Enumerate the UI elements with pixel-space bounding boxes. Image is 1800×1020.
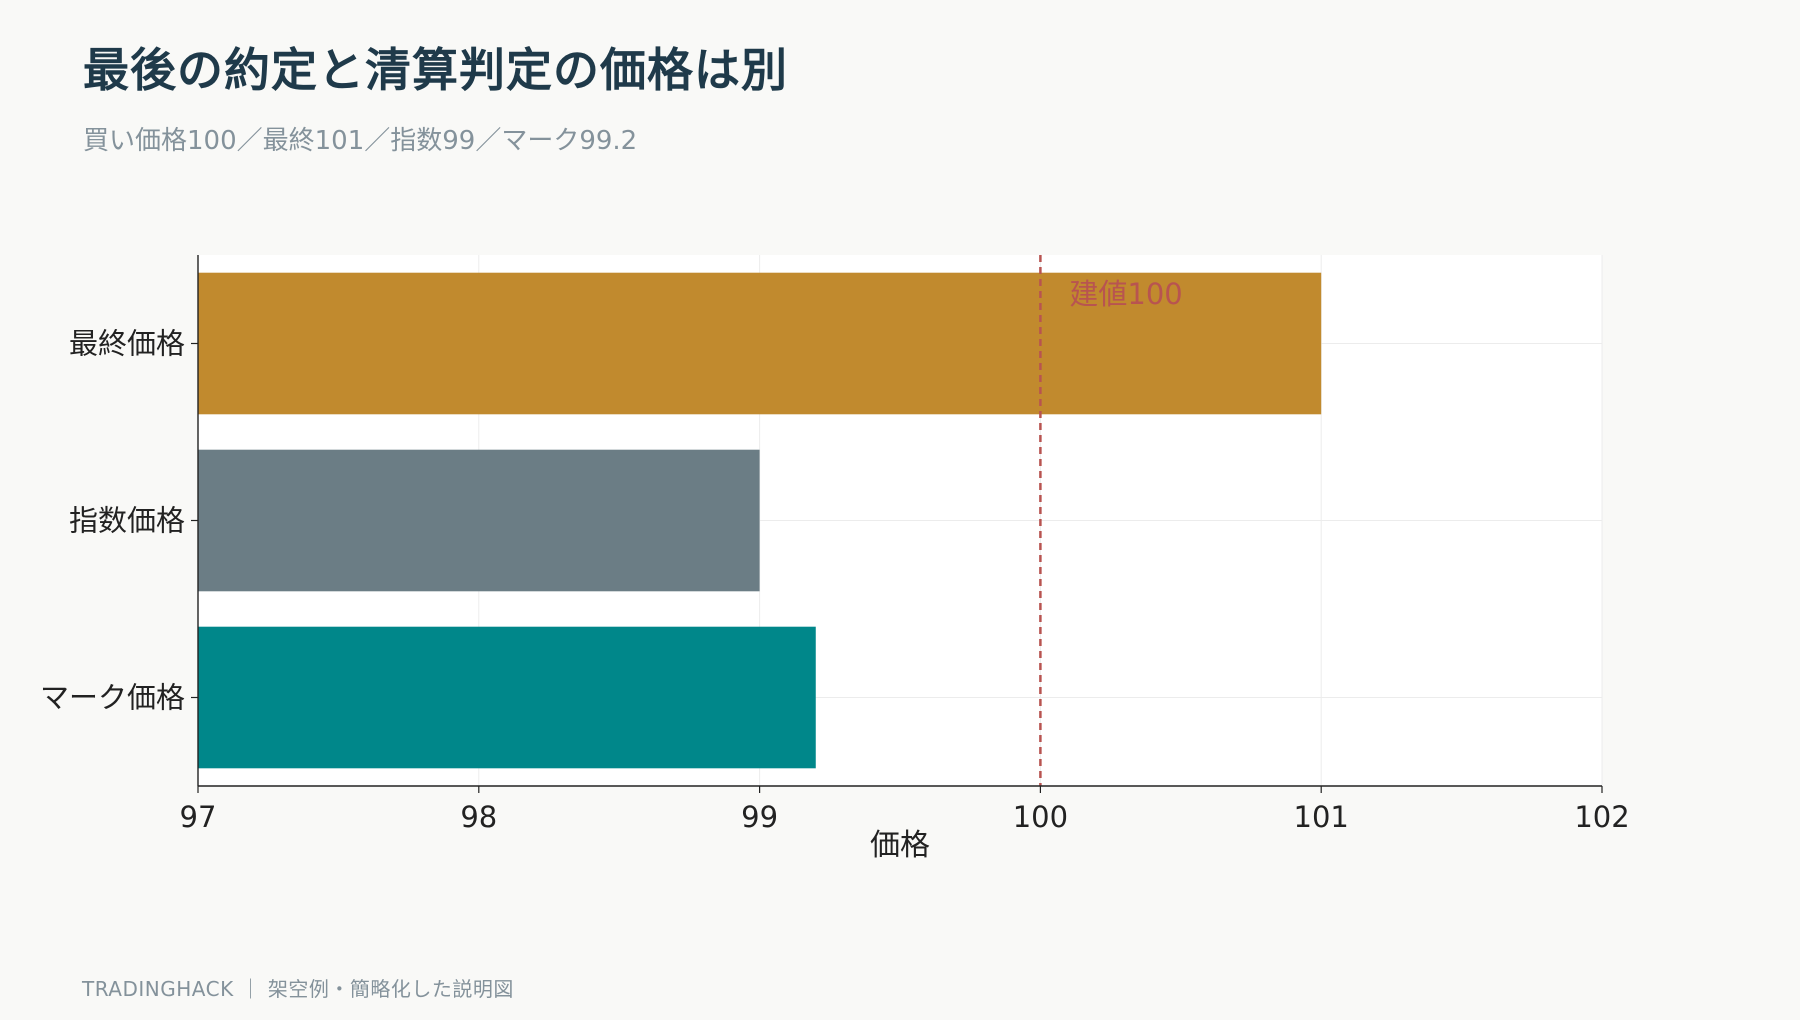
x-tick-label: 100 bbox=[1013, 800, 1068, 834]
bars bbox=[198, 272, 1322, 769]
bar bbox=[198, 449, 760, 592]
x-tick-label: 101 bbox=[1294, 800, 1349, 834]
x-axis-title: 価格 bbox=[870, 828, 930, 863]
chart-subtitle: 買い価格100／最終101／指数99／マーク99.2 bbox=[83, 126, 638, 156]
footer-credit: TRADINGHACK ｜ 架空例・簡略化した説明図 bbox=[82, 977, 514, 1001]
bar bbox=[198, 272, 1322, 415]
axes bbox=[191, 255, 1603, 793]
x-tick-label: 99 bbox=[741, 800, 778, 834]
chart-title: 最後の約定と清算判定の価格は別 bbox=[83, 43, 788, 97]
bar bbox=[198, 626, 816, 769]
category-label: マーク価格 bbox=[40, 681, 185, 715]
x-tick-label: 102 bbox=[1574, 800, 1629, 834]
category-label: 最終価格 bbox=[69, 327, 185, 361]
category-label: 指数価格 bbox=[69, 504, 185, 538]
reference-line-group: 建値100 bbox=[1039, 255, 1183, 786]
x-tick-label: 97 bbox=[180, 800, 217, 834]
reference-line-label: 建値100 bbox=[1069, 277, 1182, 311]
x-tick-label: 98 bbox=[460, 800, 497, 834]
